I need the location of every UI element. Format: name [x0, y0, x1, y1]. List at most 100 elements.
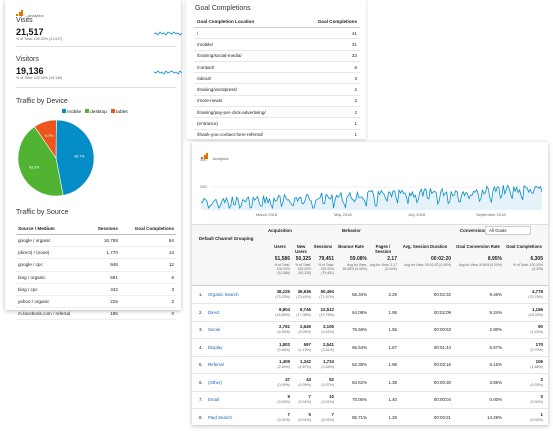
column-header[interactable]: Users: [274, 244, 286, 249]
total-value: 00:02:20: [430, 256, 451, 262]
cell-percent: (71.67%): [319, 295, 334, 299]
column-header[interactable]: Source / Medium: [16, 223, 89, 235]
table-row[interactable]: /thank-you-contact-form-referral/1: [194, 129, 360, 141]
visits-label: Visits: [16, 17, 33, 24]
channel-link[interactable]: Direct: [208, 309, 220, 315]
visits-widget[interactable]: Visits 21,517 % of Total: 100.00% (21,51…: [16, 17, 182, 41]
row-number: 1.: [199, 292, 203, 297]
table-row[interactable]: 6. (Other) 47 (0.09%) 43 (0.09%) 52 (0.07%) 84.6…: [192, 374, 548, 392]
column-header[interactable]: Goal Conversion Rate: [456, 244, 500, 249]
table-row[interactable]: /about/3: [194, 72, 360, 85]
table-row[interactable]: yahoo / organic 225 2: [16, 295, 176, 309]
table-row[interactable]: 1. Organic Search 38,225 (73.33%) 36,936 (73.…: [192, 286, 548, 304]
cell-value: 00:00:21: [433, 414, 451, 420]
table-row[interactable]: /mobile/31: [194, 38, 360, 51]
legend-desktop[interactable]: desktop: [85, 109, 107, 115]
column-header[interactable]: Avg. Session Duration: [402, 244, 448, 249]
source-medium: (direct) / (none): [16, 246, 89, 260]
channel-link[interactable]: Display: [208, 344, 223, 350]
table-row[interactable]: 4. Display 1,803 (3.46%) 597 (1.19%) 2,541 (3.6…: [192, 339, 548, 357]
column-header[interactable]: Bounce Rate: [338, 244, 364, 249]
column-header[interactable]: Sessions: [313, 244, 333, 249]
cell-value: 1.38: [388, 379, 397, 385]
goal-location: /training/social-media/: [194, 50, 298, 62]
visitors-sparkline: [154, 70, 182, 75]
pie-slice-tablet[interactable]: [34, 119, 57, 159]
cell-value: 70.00%: [352, 397, 367, 402]
table-header-row: Goal Completion Location Goal Completions: [194, 16, 360, 28]
column-header[interactable]: Goal Completions: [297, 16, 360, 28]
table-row[interactable]: 8. Paid Search 7 (0.01%) 5 (0.01%) 7 (0.01%) 85.…: [192, 409, 548, 427]
device-title: Traffic by Device: [16, 98, 68, 105]
row-number: 5.: [199, 362, 203, 367]
cell-value: 12: [119, 258, 176, 272]
goals-select[interactable]: All Goals: [485, 226, 531, 235]
cell-value: 47: [285, 376, 290, 382]
goal-count: 3: [297, 72, 360, 85]
cell-value: 1.40: [388, 397, 397, 402]
channel-link[interactable]: Organic Search: [208, 292, 239, 297]
table-row[interactable]: /contact/6: [194, 61, 360, 74]
table-row[interactable]: m.facebook.com / referral 185 0: [16, 307, 176, 321]
column-header[interactable]: Goal Completions: [506, 244, 542, 249]
channel-link[interactable]: Paid Search: [208, 414, 232, 420]
cell-percent: (18.33%): [528, 312, 543, 317]
x-tick-july: July 2018: [408, 212, 426, 217]
channel-link[interactable]: Referral: [208, 362, 224, 367]
table-row[interactable]: 2. Direct 8,804 (16.89%) 8,746 (17.38%) 12,512…: [192, 304, 548, 322]
source-medium: bing / cpc: [16, 283, 89, 296]
x-tick-march: March 2018: [256, 212, 278, 217]
table-row[interactable]: bing / cpc 342 3: [16, 283, 176, 296]
goal-location: /more-news/: [194, 95, 298, 108]
table-row[interactable]: /more-news/2: [194, 95, 360, 108]
main-analytics-panel: Analytics 300 250 March 2018 May 2018 Ju…: [192, 142, 548, 427]
table-header-row: Source / Medium Sessions Goal Completions: [16, 223, 176, 235]
cell-value: 948: [88, 258, 120, 272]
cell-value: 3.85%: [489, 379, 502, 385]
legend-mobile[interactable]: mobile: [62, 109, 81, 115]
cell-value: 2,649: [300, 324, 311, 329]
table-row[interactable]: 3. Social 2,761 (5.30%) 2,649 (5.26%) 3,105 (4.…: [192, 321, 548, 339]
goal-location: /about/: [194, 72, 298, 85]
column-header[interactable]: Pages / Session: [374, 244, 392, 254]
column-header[interactable]: Goal Completions: [119, 223, 176, 235]
row-number: 2.: [199, 309, 203, 315]
goals-select-value: All Goals: [489, 228, 507, 233]
pie-slice-label: 43.3%: [29, 166, 40, 170]
goal-location: /: [194, 27, 298, 40]
table-row[interactable]: 5. Referral 1,409 (2.54%) 1,342 (2.67%) 1,724(…: [192, 356, 548, 374]
cell-value: 6.67%: [489, 344, 502, 350]
table-row[interactable]: 7. Email 9 (0.02%) 7 (0.01%) 10 (0.01%) 70.00% 1.…: [192, 391, 548, 409]
table-row[interactable]: /training/wordpress/2: [194, 83, 360, 96]
cell-value: 38,225: [276, 289, 290, 294]
cell-value: 9.46%: [489, 292, 502, 297]
cell-value: 0: [540, 394, 543, 399]
pie-slice-mobile[interactable]: [55, 119, 95, 196]
table-row[interactable]: /41: [194, 27, 360, 40]
table-row[interactable]: /training/social-media/33: [194, 50, 360, 62]
table-row[interactable]: google / cpc 948 12: [16, 258, 176, 272]
goal-location: /contact/: [194, 61, 298, 74]
table-row[interactable]: bing / organic 591 6: [16, 271, 176, 284]
cell-percent: (3.46%): [277, 347, 290, 352]
dim-header[interactable]: Default Channel Grouping: [199, 236, 254, 241]
table-row[interactable]: google / organic 16,788 64: [16, 234, 176, 248]
cell-value: 1,724: [323, 359, 334, 364]
table-row[interactable]: /training/pay-per-click-advertising/2: [194, 106, 360, 119]
channel-link[interactable]: Social: [208, 327, 220, 332]
channel-link[interactable]: (Other): [208, 379, 222, 385]
column-header[interactable]: New Users: [295, 244, 307, 254]
legend-tablet[interactable]: tablet: [110, 109, 128, 115]
column-header[interactable]: Sessions: [88, 223, 120, 235]
table-row[interactable]: (direct) / (none) 1,770 14: [16, 246, 176, 260]
cell-value: 64: [119, 234, 176, 248]
timeseries-chart[interactable]: 300 250 March 2018 May 2018 July 2018 Se…: [198, 156, 544, 222]
visitors-widget[interactable]: Visitors 19,136 % of Total: 100.00% (19,…: [16, 56, 182, 80]
table-row[interactable]: (entrance) 1: [194, 117, 360, 130]
channel-link[interactable]: Email: [208, 397, 219, 402]
column-header[interactable]: Goal Completion Location: [194, 16, 298, 28]
cell-value: 2,761: [279, 324, 290, 329]
source-medium: bing / organic: [16, 271, 89, 284]
cell-value: 43: [306, 376, 311, 382]
pie-slice-desktop[interactable]: [17, 126, 64, 197]
